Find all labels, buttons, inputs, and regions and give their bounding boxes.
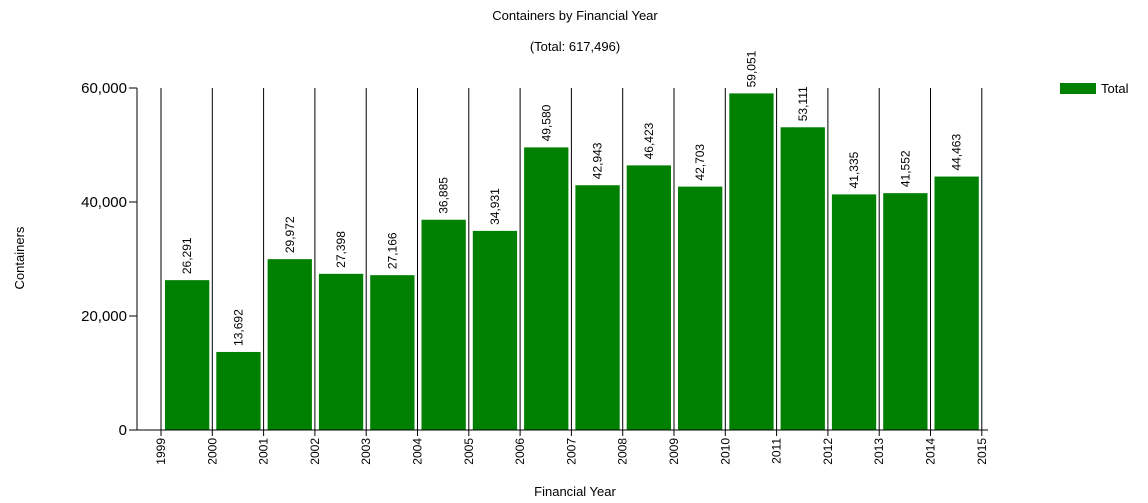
axes: [129, 87, 988, 436]
x-tick-label: 2013: [872, 438, 886, 465]
bar-value-label: 59,051: [744, 50, 758, 87]
x-tick-label: 2007: [564, 438, 578, 465]
x-tick-label: 2002: [308, 438, 322, 465]
x-tick-label: 2001: [257, 438, 271, 465]
x-tick-label: 2005: [462, 438, 476, 465]
legend: Total: [1060, 81, 1129, 96]
bar: [678, 186, 723, 430]
x-tick-label: 2003: [359, 438, 373, 465]
bar: [318, 273, 364, 430]
bar-value-label: 26,291: [180, 237, 194, 274]
y-tick-label: 20,000: [81, 308, 127, 325]
bar: [267, 259, 312, 430]
x-tick-label: 2014: [924, 438, 938, 465]
x-tick-label: 2012: [821, 438, 835, 465]
bars: [165, 93, 979, 431]
x-tick-label: 2015: [975, 438, 989, 465]
bar-value-label: 27,166: [385, 232, 399, 269]
bar: [216, 351, 261, 430]
bar: [472, 230, 518, 430]
chart-title: Containers by Financial Year: [492, 8, 658, 23]
grid-lines: [160, 88, 983, 430]
bar-value-label: 36,885: [437, 177, 451, 214]
bar: [626, 165, 671, 430]
bar: [165, 280, 210, 430]
bar: [934, 176, 979, 430]
chart-subtitle: (Total: 617,496): [530, 39, 620, 54]
x-tick-label: 2000: [205, 438, 219, 465]
y-tick-label: 40,000: [81, 194, 127, 211]
x-tick-label: 2008: [616, 438, 630, 465]
bar: [729, 93, 774, 430]
bar-value-label: 42,943: [591, 142, 605, 179]
y-axis-title: Containers: [12, 226, 27, 289]
bar-value-label: 13,692: [231, 309, 245, 346]
bar: [883, 193, 928, 430]
y-tick-label: 0: [119, 422, 127, 439]
y-tick-label: 60,000: [81, 80, 127, 97]
x-tick-label: 1999: [154, 438, 168, 465]
bar-value-label: 53,111: [796, 86, 810, 121]
bar-value-label: 49,580: [539, 104, 553, 141]
bar-value-label: 44,463: [950, 134, 964, 171]
x-tick-label: 2010: [718, 438, 732, 465]
bar-value-label: 41,552: [898, 150, 912, 187]
x-tick-label: 2009: [667, 438, 681, 465]
bar-value-label: 42,703: [693, 144, 707, 181]
x-axis-title: Financial Year: [534, 484, 616, 499]
x-tick-label: 2006: [513, 438, 527, 465]
legend-label: Total: [1101, 81, 1129, 96]
labels: 26,291 13,692 29,972 27,398 27,166 36,885 34,9…: [81, 50, 989, 464]
bar-value-label: 29,972: [283, 216, 297, 253]
bar: [575, 185, 620, 430]
x-tick-label: 2011: [770, 438, 784, 464]
bar: [780, 127, 825, 430]
bar: [831, 194, 877, 430]
bar-value-label: 41,335: [847, 151, 861, 188]
bar-value-label: 46,423: [642, 122, 656, 159]
x-tick-label: 2004: [411, 438, 425, 465]
bar: [370, 275, 415, 430]
legend-swatch: [1060, 83, 1096, 94]
bar-value-label: 34,931: [488, 188, 502, 225]
bar: [524, 147, 569, 431]
bar: [421, 219, 466, 430]
bar-value-label: 27,398: [334, 231, 348, 268]
